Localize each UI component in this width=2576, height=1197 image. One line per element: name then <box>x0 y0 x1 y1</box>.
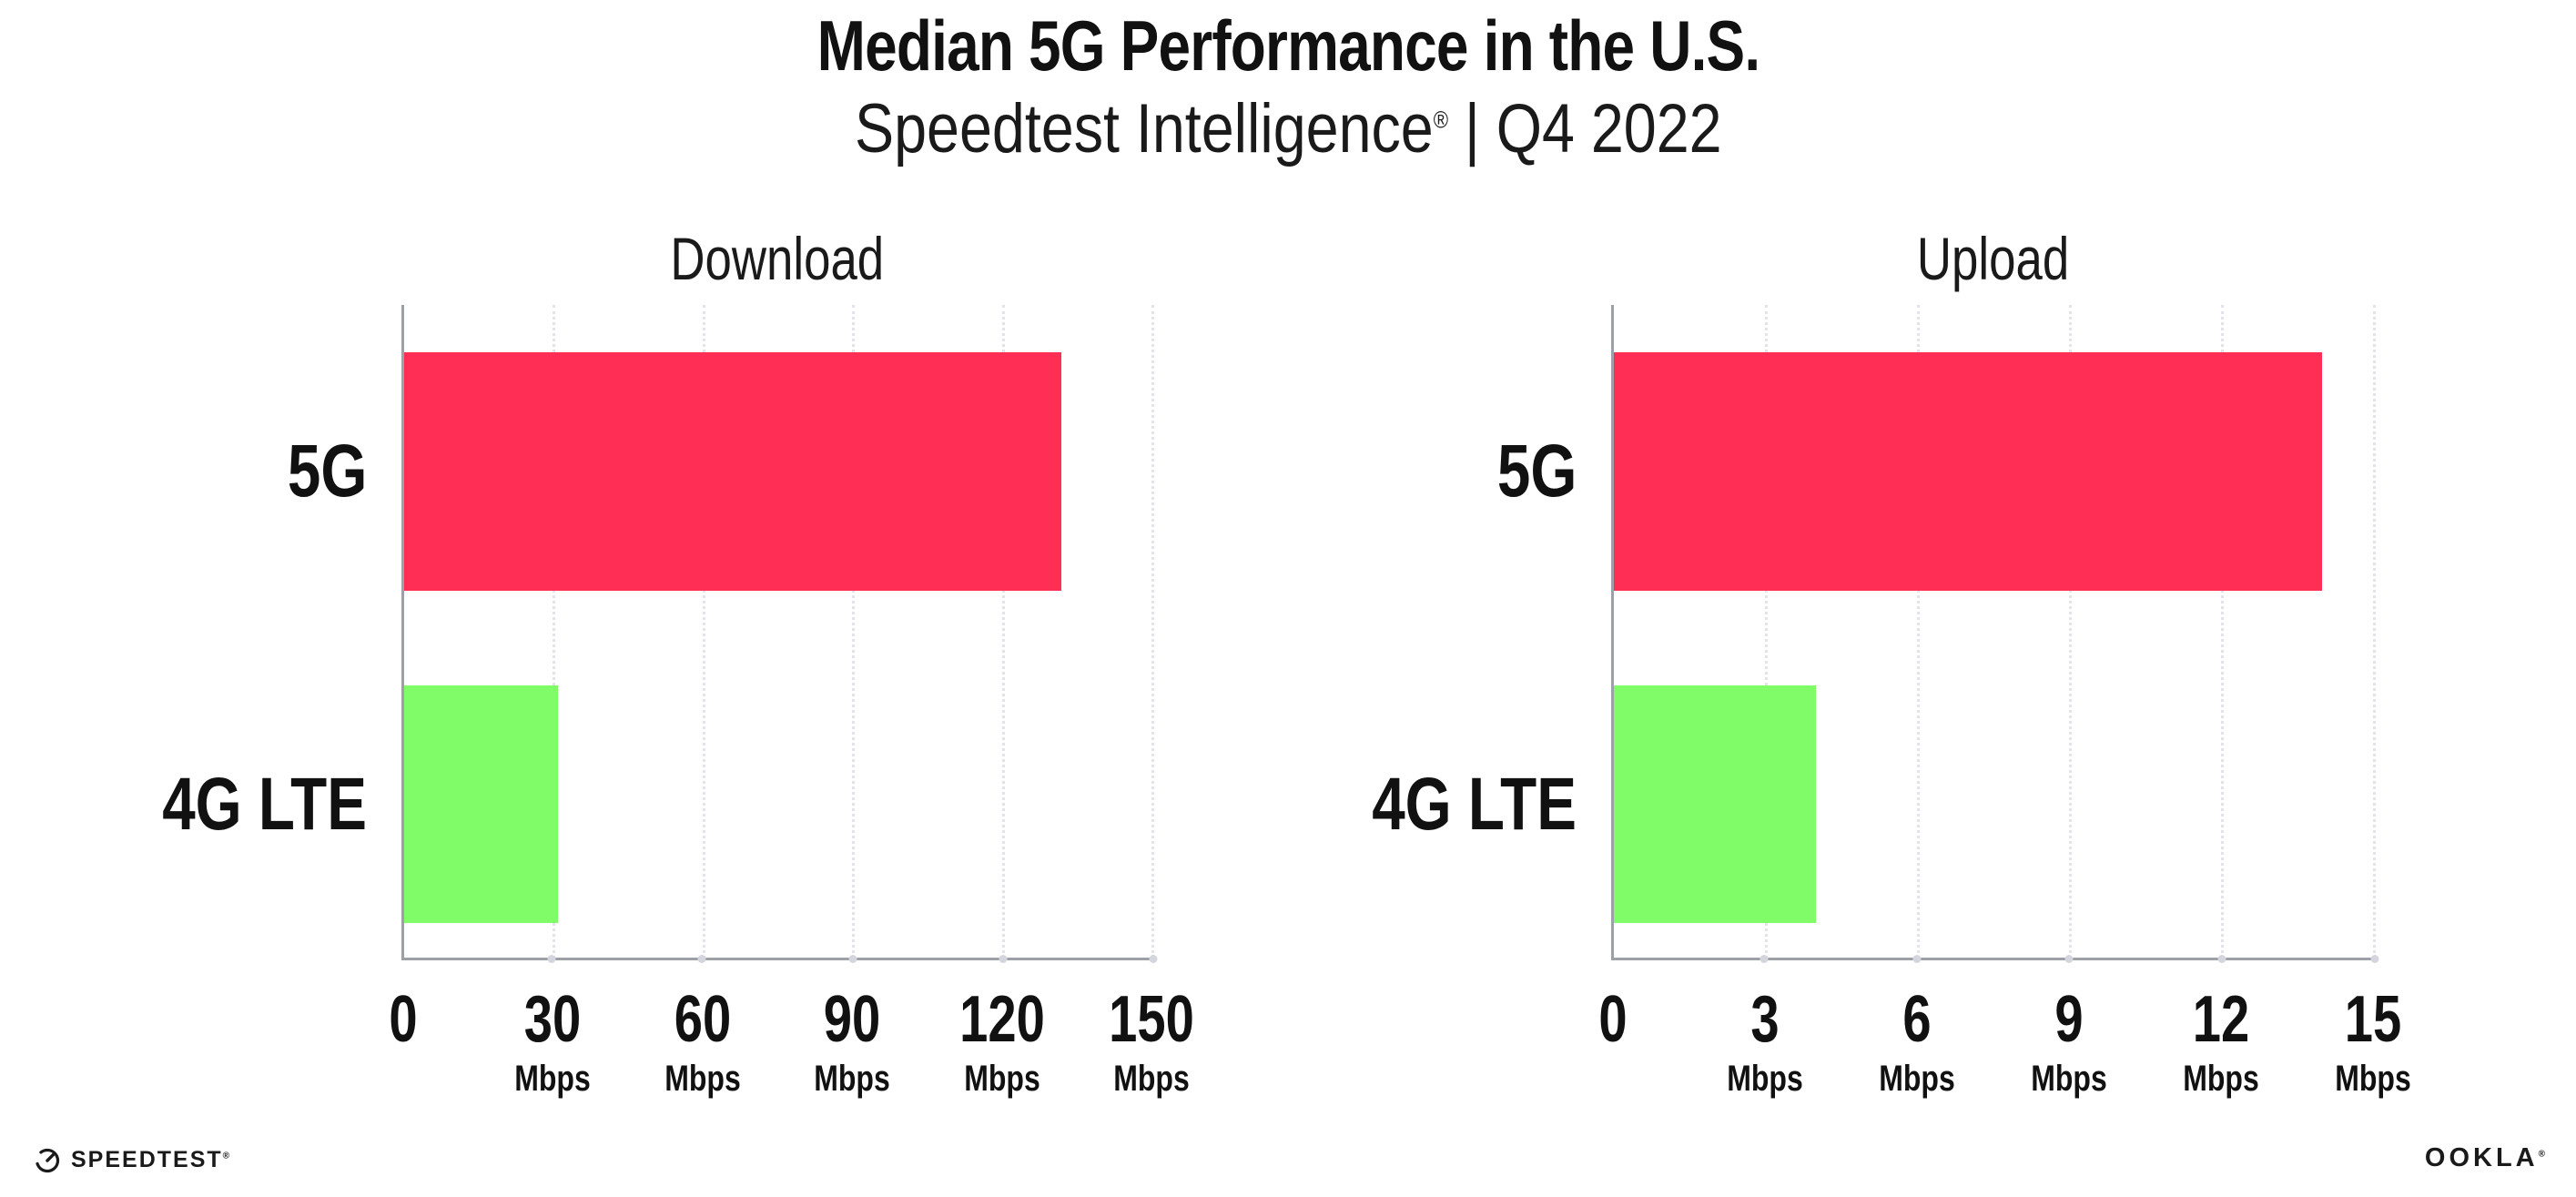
upload-chart: Upload 5G 4G LTE 0 3 Mbps <box>1372 218 2411 1138</box>
speedtest-wordmark: SPEEDTEST® <box>71 1146 230 1172</box>
download-chart-title: Download <box>670 225 885 292</box>
upload-chart-title: Upload <box>1916 225 2070 292</box>
gridline <box>2221 305 2224 959</box>
gridline <box>2373 305 2376 959</box>
x-tick: 0 <box>1598 983 1628 1056</box>
category-label-4g-lte: 4G LTE <box>162 763 367 846</box>
upload-4g-lte-bar <box>1613 685 1816 923</box>
category-label-5g: 5G <box>1496 430 1577 512</box>
x-tick: 30 Mbps <box>514 983 592 1099</box>
x-tick: 90 Mbps <box>814 983 890 1099</box>
x-tick: 12 Mbps <box>2183 983 2259 1099</box>
axis-tick-dot <box>2370 955 2379 963</box>
registered-trademark-icon: ® <box>1433 106 1448 134</box>
x-tick: 3 Mbps <box>1727 983 1803 1099</box>
page-title: Median 5G Performance in the U.S. <box>0 7 2576 84</box>
subtitle-text: Speedtest Intelligence® | Q4 2022 <box>855 87 1722 171</box>
upload-x-axis-ticks: 0 3 Mbps 6 Mbps 9 Mbps 12 Mbps 15 Mbps <box>1598 983 2410 1131</box>
axis-tick-dot <box>848 955 857 963</box>
upload-plot-area: 5G 4G LTE <box>1372 305 2379 963</box>
x-tick: 9 Mbps <box>2031 983 2107 1099</box>
gridline <box>702 305 705 959</box>
gridline <box>553 305 556 959</box>
gridline <box>1917 305 1920 959</box>
axis-tick-dot <box>697 955 706 963</box>
x-tick: 60 Mbps <box>664 983 741 1099</box>
axis-tick-dot <box>2064 955 2074 963</box>
ookla-logo: OOKLA® <box>2425 1142 2545 1175</box>
axis-tick-dot <box>999 955 1008 963</box>
axis-tick-dot <box>1760 955 1769 963</box>
download-4g-lte-bar <box>403 685 558 923</box>
axis-tick-dot <box>2217 955 2226 963</box>
x-axis-line <box>1611 955 2379 963</box>
x-tick: 15 Mbps <box>2335 983 2411 1099</box>
gridline <box>2069 305 2072 959</box>
axis-tick-dot <box>547 955 556 963</box>
gridline <box>852 305 856 959</box>
download-5g-bar <box>403 352 1062 591</box>
upload-5g-bar <box>1613 352 2323 591</box>
page-subtitle: Speedtest Intelligence® | Q4 2022 <box>0 87 2576 171</box>
category-label-4g-lte: 4G LTE <box>1372 763 1577 846</box>
download-plot-area: 5G 4G LTE <box>162 305 1158 963</box>
y-axis-line <box>401 305 404 959</box>
registered-trademark-icon: ® <box>2538 1149 2545 1160</box>
registered-trademark-icon: ® <box>222 1151 230 1161</box>
gridline <box>1001 305 1005 959</box>
speedtest-gauge-icon <box>33 1145 62 1174</box>
x-tick: 0 <box>389 983 418 1056</box>
ookla-wordmark: OOKLA® <box>2424 1143 2545 1172</box>
page-title-text: Median 5G Performance in the U.S. <box>816 5 1760 86</box>
speedtest-logo: SPEEDTEST® <box>33 1141 229 1178</box>
x-tick: 150 Mbps <box>1109 983 1194 1099</box>
x-tick: 120 Mbps <box>958 983 1045 1099</box>
download-chart: Download 5G 4G LTE 0 30 Mbps <box>162 218 1194 1138</box>
download-x-axis-ticks: 0 30 Mbps 60 Mbps 90 Mbps 120 Mbps 150 M… <box>389 983 1193 1131</box>
x-tick: 6 Mbps <box>1879 983 1955 1099</box>
subtitle-period: | Q4 2022 <box>1447 90 1722 167</box>
x-axis-line <box>401 955 1158 963</box>
gridline <box>1765 305 1768 959</box>
gridline <box>1151 305 1154 959</box>
category-label-5g: 5G <box>287 430 367 512</box>
axis-tick-dot <box>1912 955 1922 963</box>
axis-tick-dot <box>1149 955 1158 963</box>
y-axis-line <box>1611 305 1614 959</box>
subtitle-brand: Speedtest Intelligence <box>854 90 1434 167</box>
